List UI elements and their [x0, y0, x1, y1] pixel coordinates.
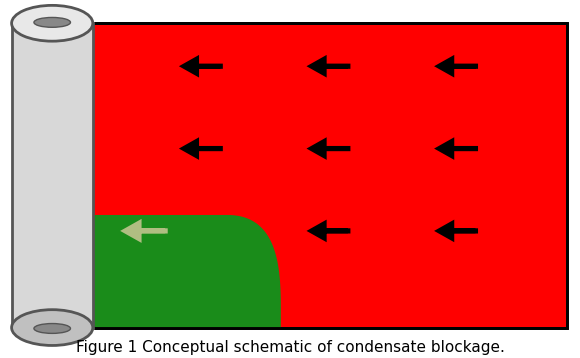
Ellipse shape — [12, 310, 93, 345]
Ellipse shape — [34, 324, 71, 333]
FancyArrow shape — [311, 224, 348, 238]
Text: Figure 1 Conceptual schematic of condensate blockage.: Figure 1 Conceptual schematic of condens… — [75, 340, 505, 355]
Bar — [12, 23, 93, 328]
FancyArrow shape — [311, 141, 348, 156]
FancyArrow shape — [125, 223, 165, 239]
FancyArrow shape — [439, 141, 476, 156]
Bar — [90, 23, 567, 328]
FancyArrow shape — [439, 224, 476, 238]
Bar — [90, 23, 567, 328]
FancyArrow shape — [184, 141, 220, 156]
FancyArrow shape — [439, 59, 476, 73]
Ellipse shape — [34, 18, 71, 27]
FancyArrow shape — [311, 59, 348, 73]
Ellipse shape — [12, 5, 93, 41]
Polygon shape — [90, 215, 281, 328]
FancyArrow shape — [184, 59, 220, 73]
